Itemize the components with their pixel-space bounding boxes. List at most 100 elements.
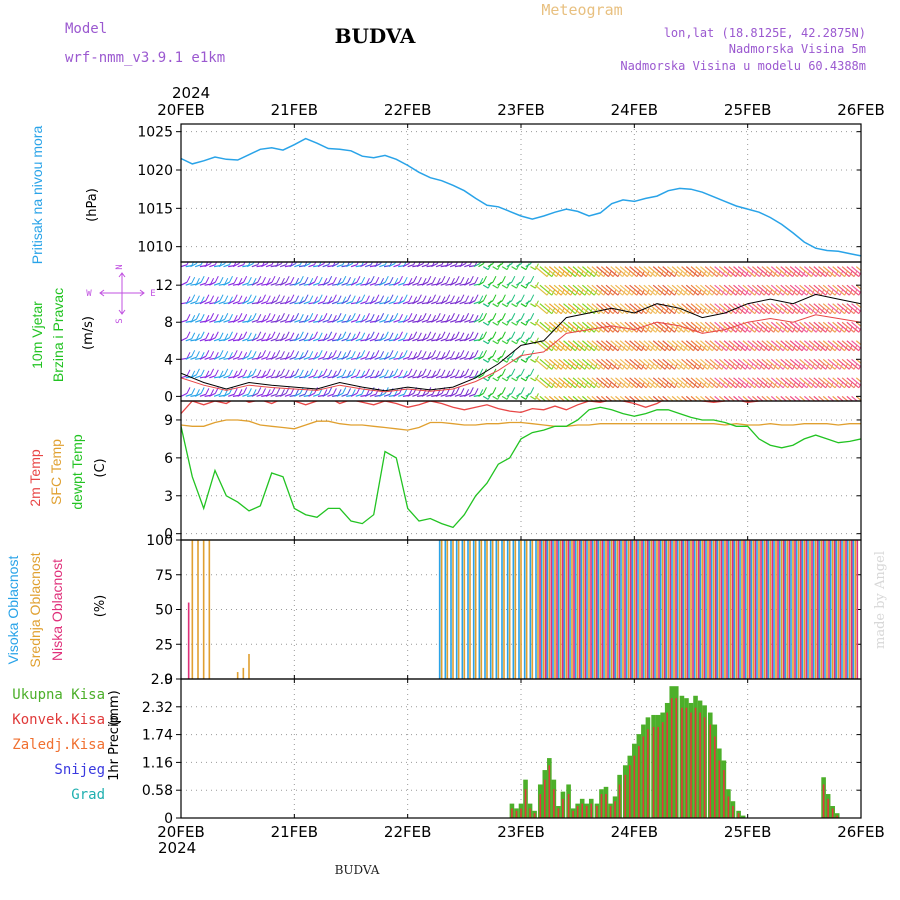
cloud-mid-bar	[752, 540, 755, 679]
wind-barb	[520, 340, 527, 345]
precip-conv-bar	[557, 808, 560, 818]
wind-barb-flag	[304, 315, 309, 322]
wind-barb	[775, 266, 789, 278]
wind-barb-flag	[413, 296, 418, 303]
temp-2m-line	[181, 401, 861, 415]
wind-barb	[752, 395, 759, 401]
wind-barb	[194, 264, 202, 268]
wind-barb	[539, 303, 553, 315]
wind-barb	[567, 284, 581, 296]
wind-barb	[327, 376, 334, 379]
wind-barb	[619, 377, 633, 389]
wind-barb	[785, 266, 798, 278]
wind-barb-flag	[337, 368, 342, 376]
wind-barb-flag	[384, 352, 389, 359]
wind-barb	[275, 318, 282, 323]
wind-barb	[718, 395, 726, 401]
wind-barb-flag	[309, 351, 314, 358]
wind-barb-flag	[200, 387, 205, 394]
wind-barb	[530, 303, 536, 308]
wind-barb	[435, 319, 443, 323]
wind-barb	[822, 266, 836, 278]
wind-barb	[770, 395, 778, 401]
cloud-low-bar	[805, 540, 808, 679]
wind-barb	[752, 340, 765, 352]
wind-barb-flag	[370, 331, 375, 338]
cloud-mid-bar	[480, 540, 483, 679]
wind-barb	[265, 337, 273, 342]
wind-barb	[667, 266, 680, 278]
wind-barb	[685, 377, 699, 389]
precip-conv-bar	[596, 806, 598, 818]
precip-conv-bar	[642, 736, 645, 818]
wind-tick-label: 0	[164, 389, 173, 405]
wind-barb	[638, 340, 652, 352]
wind-barb-flag	[280, 277, 285, 285]
wind-barb	[785, 395, 792, 401]
wind-barb	[525, 355, 532, 360]
wind-barb-flag	[328, 369, 333, 377]
wind-barb	[515, 392, 522, 397]
wind-barb	[251, 302, 258, 305]
wind-barb	[855, 321, 861, 327]
wind-barb	[492, 358, 498, 363]
precip-conv-bar	[553, 789, 555, 818]
wind-barb	[822, 340, 836, 352]
cloud-high-bar	[631, 540, 634, 679]
wind-barb	[619, 358, 633, 370]
wind-barb-flag	[191, 370, 196, 378]
wind-barb	[851, 266, 861, 276]
wind-barb	[789, 377, 803, 389]
wind-barb-flag	[266, 295, 271, 302]
wind-barb	[563, 377, 576, 389]
wind-barb	[803, 358, 817, 370]
wind-barb-flag	[422, 295, 427, 302]
wind-barb	[374, 301, 381, 305]
wind-barb	[322, 264, 329, 268]
wind-barb	[667, 395, 674, 401]
cloud-mid-bar	[537, 540, 539, 679]
wind-barb-flag	[483, 294, 487, 301]
wind-barb	[553, 303, 567, 315]
wind-barb	[827, 340, 841, 352]
precip-tick-label: 2.9	[151, 672, 173, 688]
wind-barb	[652, 395, 660, 401]
wind-barb-flag	[257, 352, 262, 359]
wind-barb	[393, 337, 400, 342]
cloud-high-bar	[484, 540, 486, 679]
cloud-high-bar	[767, 540, 770, 679]
wind-barb	[799, 284, 812, 296]
wind-barb-flag	[314, 262, 317, 265]
wind-barb	[586, 266, 600, 278]
cloud-low-bar	[675, 540, 677, 679]
wind-barb-flag	[219, 276, 224, 284]
wind-barb	[638, 321, 652, 333]
wind-barb-flag	[224, 351, 229, 358]
cloud-mid-bar	[741, 540, 743, 679]
wind-barb	[256, 338, 263, 342]
wind-barb	[685, 321, 699, 333]
cloud-mid-bar	[792, 540, 794, 679]
wind-barb	[534, 377, 548, 389]
wind-barb	[336, 392, 344, 397]
wind-barb	[364, 264, 372, 268]
wind-barb-flag	[229, 369, 233, 377]
wind-barb	[459, 283, 466, 286]
wind-barb	[718, 266, 732, 278]
precip-conv-bar	[661, 722, 664, 818]
wind-barb	[860, 340, 861, 342]
wind-barb	[313, 265, 320, 268]
wind-barb-flag	[219, 350, 224, 357]
wind-barb	[294, 302, 301, 305]
wind-barb	[213, 393, 221, 397]
wind-barb	[350, 392, 358, 397]
wind-barb	[407, 281, 414, 286]
wind-barb	[279, 392, 287, 397]
cloud-high-bar	[506, 540, 509, 679]
wind-barb-flag	[328, 262, 331, 265]
year-bottom: 2024	[158, 839, 196, 857]
wind-barb-flag	[323, 368, 328, 376]
wind-barb	[237, 281, 244, 286]
wind-barb	[284, 265, 291, 268]
wind-barb-flag	[436, 295, 441, 302]
